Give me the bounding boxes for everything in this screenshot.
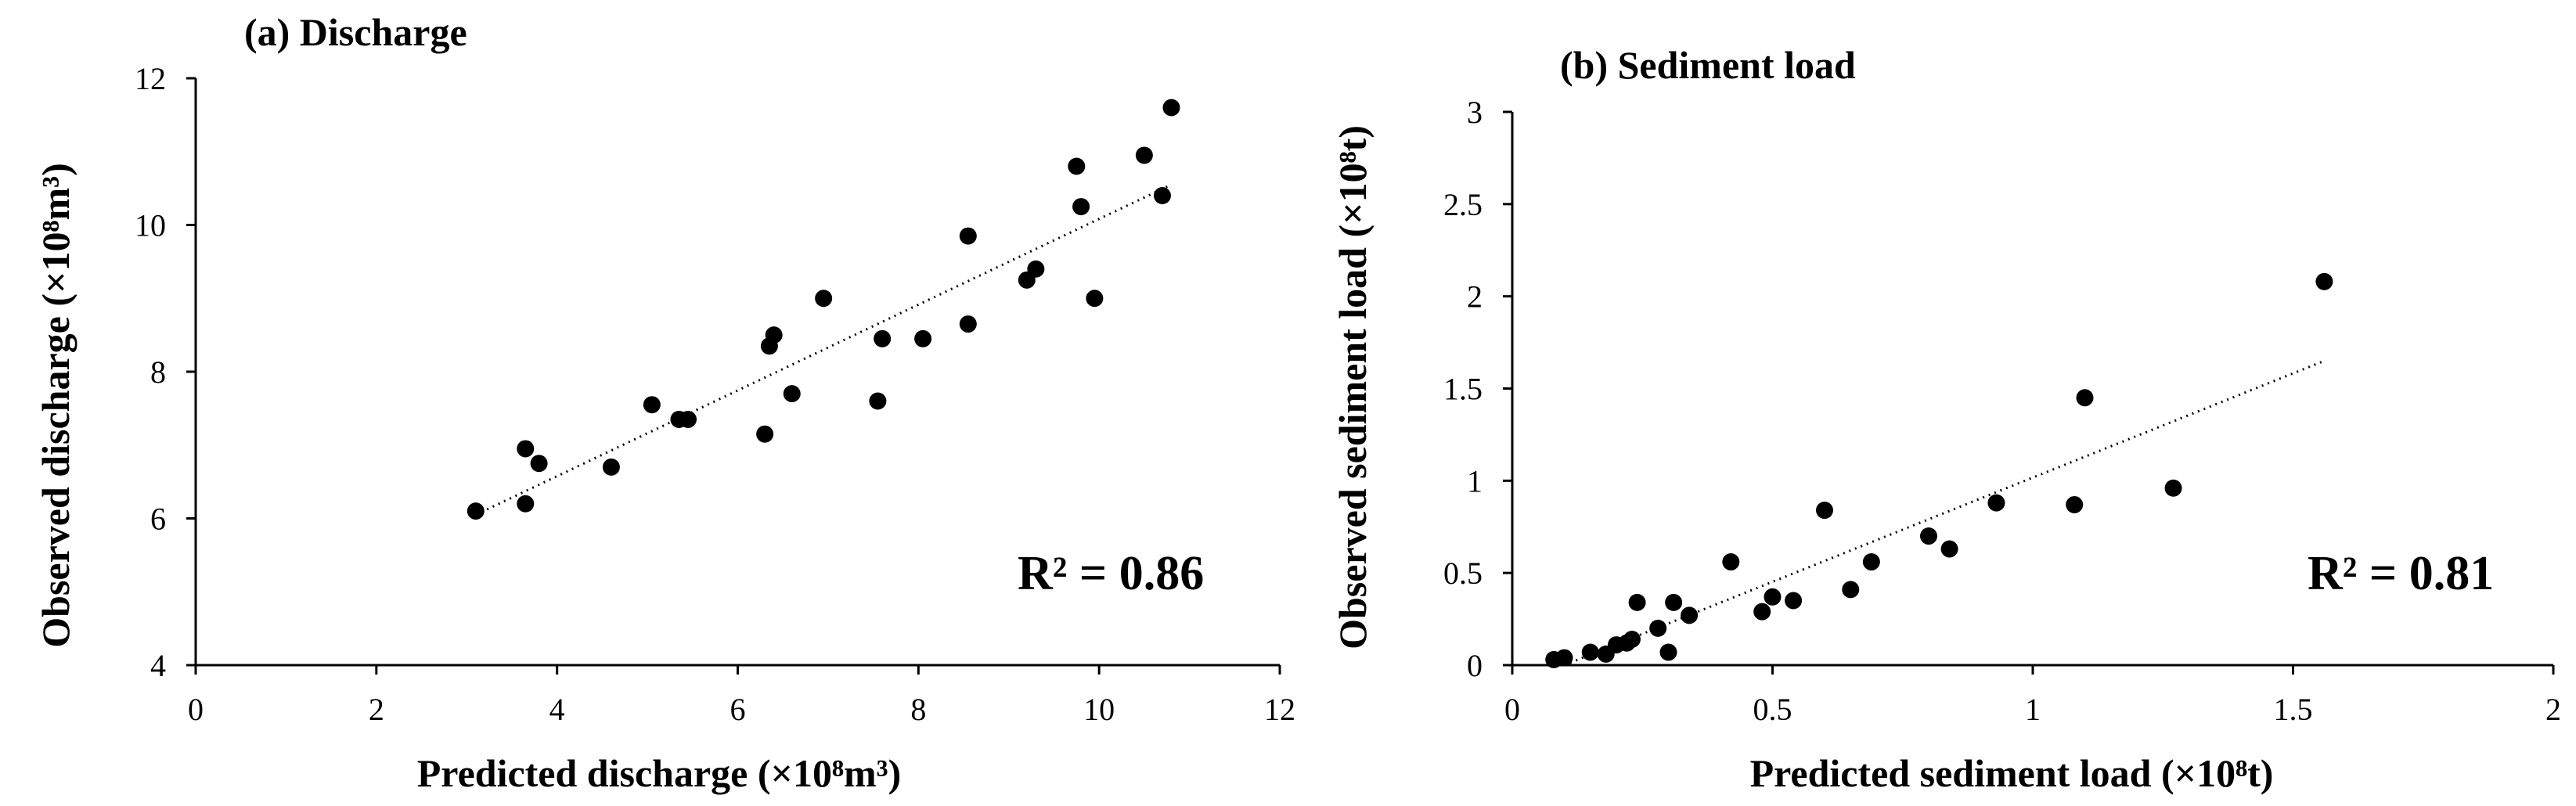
x-tick-label: 10: [1083, 692, 1115, 727]
x-tick-label: 1: [2025, 692, 2041, 727]
chart-title: (b) Sediment load: [1560, 43, 1856, 87]
x-tick-label: 12: [1264, 692, 1295, 727]
axes: [186, 77, 1281, 675]
y-tick-label: 2.5: [1443, 187, 1483, 222]
x-tick-label: 6: [730, 692, 746, 727]
x-tick-label: 0: [1504, 692, 1520, 727]
x-axis-label: Predicted sediment load (×10⁸t): [1750, 751, 2274, 795]
data-point: [517, 495, 535, 513]
x-tick-label: 0: [188, 692, 204, 727]
x-tick-label: 1.5: [2274, 692, 2313, 727]
y-tick-label: 3: [1467, 95, 1483, 130]
data-points: [467, 99, 1180, 520]
y-tick-label: 0.5: [1443, 556, 1483, 591]
data-point: [1068, 157, 1086, 175]
data-point: [959, 315, 977, 333]
x-tick-label: 2: [2545, 692, 2561, 727]
data-point: [2164, 479, 2182, 497]
data-point: [517, 440, 535, 458]
data-point: [1581, 643, 1599, 661]
data-point: [914, 329, 932, 347]
y-axis-label: Observed sediment load (×10⁸t): [1331, 125, 1374, 649]
y-tick-label: 4: [150, 648, 166, 683]
data-point: [815, 290, 833, 308]
data-points: [1545, 272, 2333, 668]
data-point: [2076, 389, 2094, 407]
data-point: [530, 455, 548, 473]
data-point: [679, 410, 697, 428]
data-point: [467, 502, 485, 520]
x-tick-label: 4: [549, 692, 565, 727]
data-point: [1649, 619, 1667, 637]
data-point: [1764, 588, 1782, 606]
chart-discharge: (a) Discharge 4 6 8 10 12 0 2 4 6 8 10 12 Predicte…: [34, 10, 1295, 795]
data-point: [1135, 146, 1153, 164]
trendline-group: [1563, 359, 2325, 667]
data-point: [1153, 187, 1171, 204]
data-point: [874, 329, 892, 347]
data-point: [756, 425, 774, 443]
data-point: [1072, 198, 1090, 216]
data-point: [1753, 603, 1771, 621]
data-point: [1940, 540, 1958, 558]
data-point: [1681, 606, 1699, 624]
data-point: [1623, 631, 1641, 649]
y-tick-label: 6: [150, 502, 166, 537]
data-point: [2066, 495, 2084, 513]
data-point: [1785, 592, 1803, 610]
trendline: [1563, 359, 2325, 667]
data-point: [869, 392, 887, 410]
y-tick-labels: 0 0.5 1 1.5 2 2.5 3: [1443, 95, 1483, 683]
data-point: [1027, 260, 1045, 278]
data-point: [783, 385, 801, 403]
trendline-group: [475, 183, 1173, 516]
y-tick-label: 2: [1467, 279, 1483, 315]
y-axis-label: Observed discharge (×10⁸m³): [34, 163, 77, 648]
x-tick-labels: 0 0.5 1 1.5 2: [1504, 692, 2561, 727]
data-point: [643, 396, 661, 414]
data-point: [1086, 290, 1104, 308]
y-tick-labels: 4 6 8 10 12: [135, 61, 166, 683]
x-tick-labels: 0 2 4 6 8 10 12: [188, 692, 1295, 727]
data-point: [1920, 527, 1937, 545]
x-tick-label: 0.5: [1753, 692, 1792, 727]
r-squared-label: R² = 0.81: [2308, 547, 2494, 600]
data-point: [1842, 581, 1860, 599]
data-point: [1987, 494, 2005, 512]
data-point: [1816, 502, 1833, 520]
x-axis-label: Predicted discharge (×10⁸m³): [417, 751, 902, 795]
y-tick-label: 1.5: [1443, 372, 1483, 407]
data-point: [602, 458, 620, 476]
data-point: [1659, 643, 1677, 661]
y-tick-label: 1: [1467, 463, 1483, 498]
data-point: [1665, 593, 1683, 611]
x-tick-label: 2: [369, 692, 384, 727]
r-squared-label: R² = 0.86: [1018, 547, 1204, 600]
trendline: [475, 183, 1173, 516]
data-point: [1162, 99, 1180, 117]
data-point: [2315, 272, 2333, 290]
data-point: [1628, 593, 1646, 611]
x-tick-label: 8: [910, 692, 926, 727]
axes: [1503, 110, 2555, 675]
data-point: [1722, 553, 1740, 571]
data-point: [1862, 553, 1880, 571]
y-tick-label: 12: [135, 61, 166, 96]
y-tick-label: 10: [135, 208, 166, 243]
data-point: [765, 326, 783, 344]
y-tick-label: 0: [1467, 648, 1483, 683]
data-point: [959, 227, 977, 245]
data-point: [1555, 649, 1573, 667]
chart-sediment-load: (b) Sediment load 0 0.5 1 1.5 2 2.5 3 0 0.5 1 1.5…: [1331, 43, 2561, 795]
y-tick-label: 8: [150, 354, 166, 390]
chart-title: (a) Discharge: [244, 10, 467, 54]
